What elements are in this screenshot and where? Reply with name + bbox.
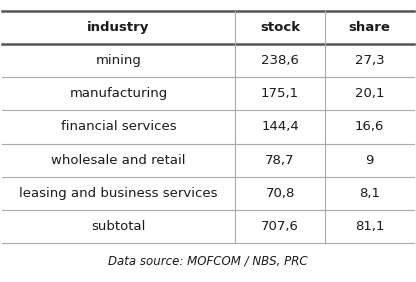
Text: 20,1: 20,1 xyxy=(355,87,384,100)
Text: 238,6: 238,6 xyxy=(261,54,299,67)
Text: 8,1: 8,1 xyxy=(359,187,380,200)
Text: 16,6: 16,6 xyxy=(355,120,384,133)
Text: manufacturing: manufacturing xyxy=(69,87,168,100)
Text: industry: industry xyxy=(87,21,150,34)
Text: 707,6: 707,6 xyxy=(261,220,299,233)
Text: wholesale and retail: wholesale and retail xyxy=(51,154,186,167)
Text: 81,1: 81,1 xyxy=(355,220,384,233)
Text: mining: mining xyxy=(96,54,141,67)
Text: financial services: financial services xyxy=(61,120,176,133)
Text: 70,8: 70,8 xyxy=(265,187,295,200)
Text: 175,1: 175,1 xyxy=(261,87,299,100)
Text: 78,7: 78,7 xyxy=(265,154,295,167)
Text: 27,3: 27,3 xyxy=(355,54,384,67)
Text: 144,4: 144,4 xyxy=(261,120,299,133)
Text: 9: 9 xyxy=(366,154,374,167)
Text: stock: stock xyxy=(260,21,300,34)
Text: Data source: MOFCOM / NBS, PRC: Data source: MOFCOM / NBS, PRC xyxy=(108,255,308,268)
Text: leasing and business services: leasing and business services xyxy=(19,187,218,200)
Text: subtotal: subtotal xyxy=(91,220,146,233)
Text: share: share xyxy=(349,21,391,34)
